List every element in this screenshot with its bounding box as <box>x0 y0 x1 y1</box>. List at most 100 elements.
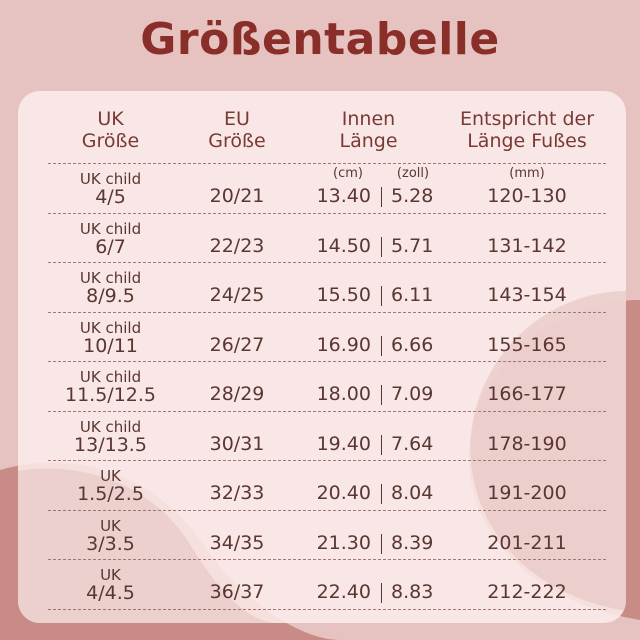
inner-length-inch: 8.39 <box>391 531 434 554</box>
foot-length-mm: 212-222 <box>487 581 567 603</box>
uk-size-cell: UK child 13/13.5 <box>48 419 173 455</box>
table-row: UK 3/3.5 34/35 21.30 8.39 201-211 <box>48 511 606 560</box>
header-inner-line2: Länge <box>339 130 398 152</box>
eu-size-cell: 22/23 <box>209 234 265 257</box>
header-eu-line2: Größe <box>208 130 266 152</box>
value-separator <box>381 434 382 455</box>
value-separator <box>381 187 382 207</box>
unit-mm-label: (mm) <box>509 166 545 181</box>
table-row: UK 4/4.5 36/37 22.40 8.83 212-222 <box>48 560 606 610</box>
card-decor-blob <box>18 291 626 623</box>
uk-type: UK child <box>79 417 142 436</box>
uk-size-cell: UK child 8/9.5 <box>48 270 173 306</box>
page-title: Größentabelle <box>140 14 500 65</box>
uk-type: UK child <box>79 219 142 238</box>
uk-size-cell: UK 3/3.5 <box>48 518 173 554</box>
inner-length-inch: 6.66 <box>391 333 434 356</box>
unit-inch-label: (zoll) <box>396 166 430 181</box>
inner-length-cm: 16.90 <box>316 333 371 356</box>
uk-size-cell: UK child 11.5/12.5 <box>48 369 173 405</box>
inner-length-inch: 5.28 <box>391 185 434 207</box>
uk-size: 4/4.5 <box>86 582 135 604</box>
uk-type: UK child <box>79 368 142 386</box>
header-foot-line2: Länge Fußes <box>467 130 587 152</box>
inner-length-cm: 21.30 <box>316 531 371 554</box>
value-separator <box>381 533 382 554</box>
unit-cm-label: (cm) <box>333 166 363 181</box>
uk-size: 10/11 <box>83 334 138 357</box>
uk-size: 8/9.5 <box>86 285 135 307</box>
header-uk-line1: UK <box>97 108 124 130</box>
value-separator <box>381 236 382 257</box>
uk-size: 13/13.5 <box>74 433 147 456</box>
header-uk-size: UK Größe <box>48 108 173 152</box>
table-row: UK child 10/11 26/27 16.90 6.66 155-165 <box>48 313 606 362</box>
value-separator <box>381 385 382 405</box>
inner-length-inch: 8.04 <box>391 482 434 504</box>
inner-length-cm: 20.40 <box>316 482 371 504</box>
size-chart-card: UK Größe EU Größe Innen Länge Entspricht… <box>18 91 626 623</box>
inner-length-inch: 5.71 <box>391 234 434 257</box>
uk-size-cell: UK child 6/7 <box>48 221 173 257</box>
uk-size-cell: UK child 10/11 <box>48 320 173 356</box>
value-separator <box>381 286 382 306</box>
uk-type: UK child <box>79 318 142 337</box>
table-row: UK child 8/9.5 24/25 15.50 6.11 143-154 <box>48 263 606 313</box>
header-inner-line1: Innen <box>341 108 396 130</box>
foot-length-mm: 166-177 <box>487 383 567 405</box>
table-row: UK 1.5/2.5 32/33 20.40 8.04 191-200 <box>48 461 606 511</box>
uk-type: UK <box>100 516 121 535</box>
table-row: UK child 4/5 20/21 13.40 5.28 120-130 (cm) (zol… <box>48 164 606 214</box>
table-header: UK Größe EU Größe Innen Länge Entspricht… <box>48 91 606 164</box>
inner-length-cm: 19.40 <box>316 432 371 455</box>
inner-length-inch: 8.83 <box>391 581 434 603</box>
inner-length-cm: 13.40 <box>316 185 371 207</box>
foot-length-mm: 120-130 <box>487 185 567 207</box>
inner-length-cm: 15.50 <box>316 284 371 306</box>
foot-length-mm: 143-154 <box>487 284 567 306</box>
uk-type: UK child <box>79 170 142 188</box>
uk-size: 4/5 <box>95 186 126 208</box>
inner-length-inch: 6.11 <box>391 284 434 306</box>
uk-size: 3/3.5 <box>86 532 135 555</box>
uk-size: 6/7 <box>95 235 126 258</box>
eu-size-cell: 32/33 <box>209 482 265 504</box>
header-foot-line1: Entspricht der <box>459 108 595 130</box>
uk-type: UK <box>100 467 121 485</box>
inner-length-cm: 22.40 <box>316 581 371 603</box>
header-eu-line1: EU <box>224 108 250 130</box>
uk-size-cell: UK 1.5/2.5 <box>48 468 173 504</box>
foot-length-mm: 191-200 <box>487 482 567 504</box>
header-inner-length: Innen Länge <box>301 108 436 152</box>
inner-length-inch: 7.09 <box>391 383 434 405</box>
uk-size: 1.5/2.5 <box>77 483 144 505</box>
table-row: UK child 13/13.5 30/31 19.40 7.64 178-190 <box>48 412 606 461</box>
eu-size-cell: 30/31 <box>209 432 265 455</box>
header-uk-line2: Größe <box>81 130 140 152</box>
eu-size-cell: 20/21 <box>209 185 265 207</box>
inner-length-inch: 7.64 <box>391 432 434 455</box>
uk-size-cell: UK child 4/5 <box>48 171 173 207</box>
foot-length-mm: 155-165 <box>487 333 567 356</box>
uk-type: UK child <box>79 269 142 287</box>
foot-length-mm: 131-142 <box>487 234 567 257</box>
header-foot-length: Entspricht der Länge Fußes <box>436 108 618 152</box>
value-separator <box>381 583 382 603</box>
table-row: UK child 11.5/12.5 28/29 18.00 7.09 166-177 <box>48 362 606 412</box>
eu-size-cell: 26/27 <box>209 333 265 356</box>
eu-size-cell: 34/35 <box>209 531 265 554</box>
value-separator <box>381 484 382 504</box>
uk-size: 11.5/12.5 <box>64 384 156 406</box>
inner-length-cm: 18.00 <box>316 383 371 405</box>
table-row: UK child 6/7 22/23 14.50 5.71 131-142 <box>48 214 606 263</box>
foot-length-mm: 201-211 <box>487 531 567 554</box>
foot-length-mm: 178-190 <box>487 432 567 455</box>
value-separator <box>381 335 382 356</box>
table-body: UK child 4/5 20/21 13.40 5.28 120-130 (cm) (zol… <box>32 164 612 610</box>
uk-size-cell: UK 4/4.5 <box>48 567 173 603</box>
uk-type: UK <box>100 566 121 584</box>
inner-length-cm: 14.50 <box>316 234 371 257</box>
eu-size-cell: 28/29 <box>209 383 265 405</box>
eu-size-cell: 36/37 <box>209 581 265 603</box>
header-eu-size: EU Größe <box>173 108 301 152</box>
